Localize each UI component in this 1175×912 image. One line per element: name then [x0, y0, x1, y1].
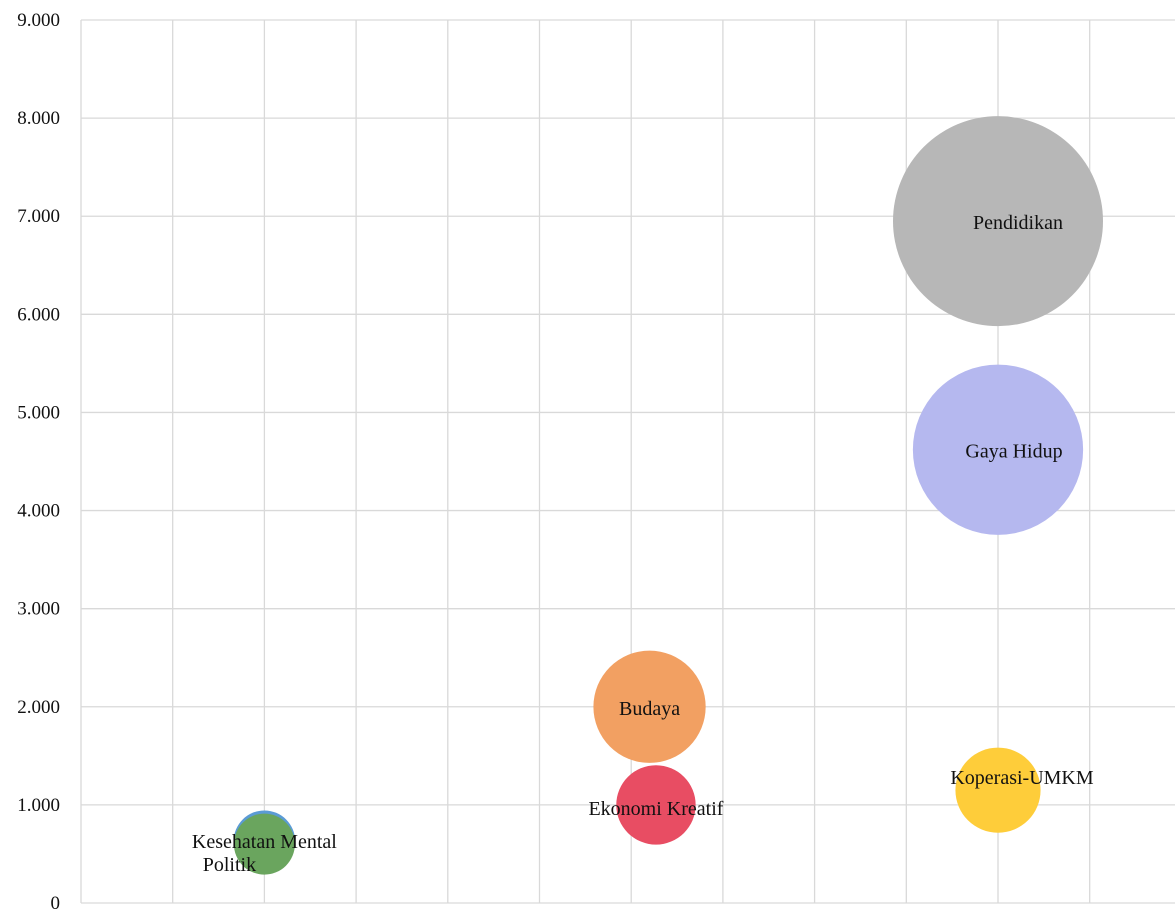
bubble-budaya [593, 650, 706, 763]
y-tick-label: 0 [51, 893, 61, 912]
bubble-gaya-hidup [912, 364, 1084, 535]
bubble-ekonomi-kreatif [616, 765, 696, 845]
bubble-label: Koperasi-UMKM [950, 767, 1094, 789]
bubble-label: Politik [203, 854, 256, 876]
y-tick-label: 1.000 [17, 795, 60, 816]
y-tick-label: 3.000 [17, 599, 60, 620]
bubble-politik [233, 813, 295, 875]
bubble-label: Gaya Hidup [965, 441, 1062, 463]
y-tick-label: 5.000 [17, 402, 60, 423]
y-tick-label: 7.000 [17, 206, 60, 227]
grid-lines [80, 19, 1175, 904]
y-tick-label: 6.000 [17, 304, 60, 325]
bubble-koperasi-umkm [955, 747, 1041, 833]
y-axis-ticks: 0 1.000 2.000 3.000 4.000 5.000 6.000 7.000 8.00… [17, 10, 60, 912]
y-tick-label: 4.000 [17, 501, 60, 522]
y-tick-label: 2.000 [17, 697, 60, 718]
y-tick-label: 8.000 [17, 108, 60, 129]
bubble-label: Ekonomi Kreatif [588, 798, 723, 820]
bubble-labels: Pendidikan Gaya Hidup Budaya Koperasi-UMKM E… [192, 212, 1094, 876]
bubbles [233, 116, 1103, 875]
bubble-label: Pendidikan [973, 212, 1063, 234]
bubble-pendidikan [893, 116, 1103, 327]
bubble-label: Budaya [619, 698, 680, 720]
bubble-label: Kesehatan Mental [192, 831, 337, 853]
y-tick-label: 9.000 [17, 10, 60, 31]
